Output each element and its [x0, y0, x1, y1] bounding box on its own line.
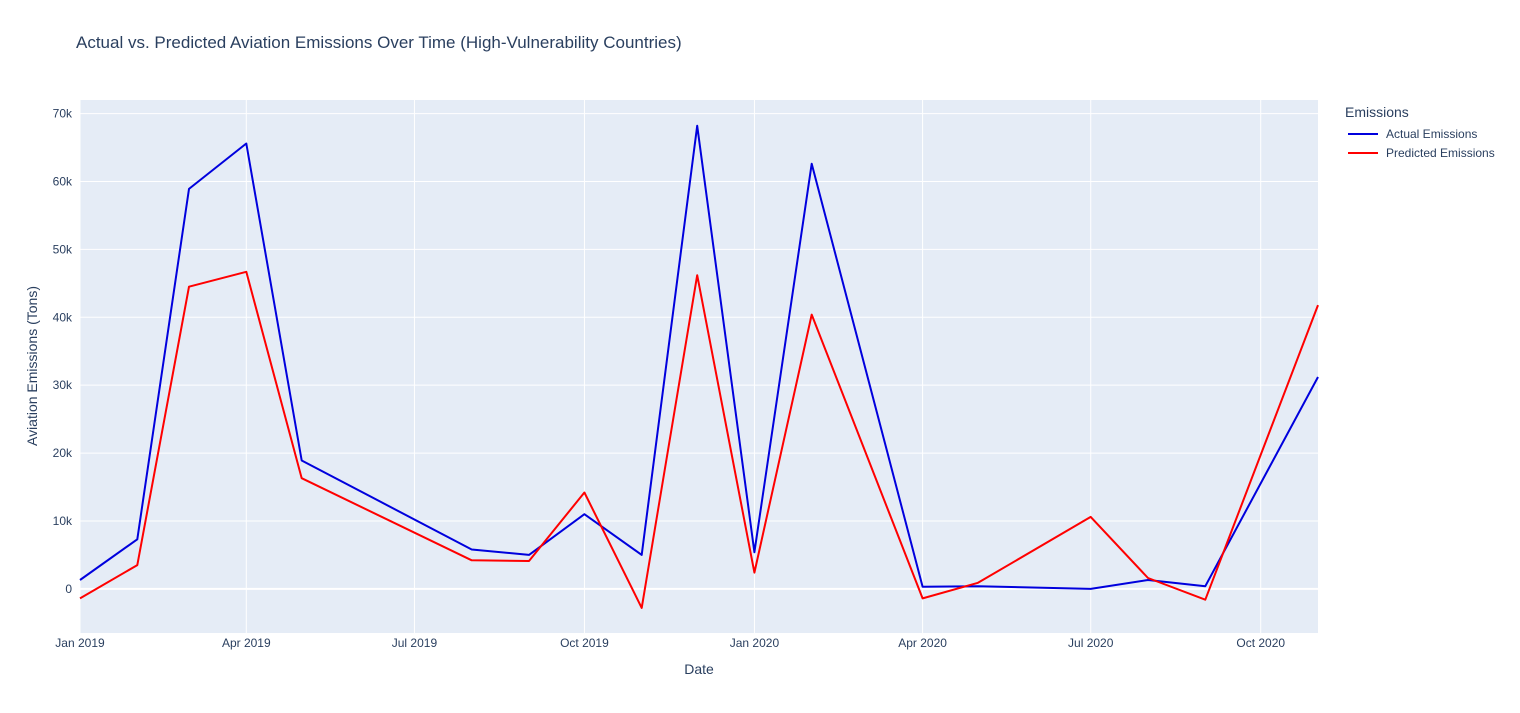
x-tick-label: Apr 2019: [222, 636, 271, 650]
y-tick-label: 50k: [53, 242, 73, 256]
legend-label-actual: Actual Emissions: [1386, 126, 1478, 141]
x-tick-label: Jul 2019: [392, 636, 438, 650]
y-tick-label: 30k: [53, 378, 73, 392]
legend: Emissions Actual Emissions Predicted Emi…: [1345, 104, 1495, 162]
x-tick-label: Oct 2020: [1236, 636, 1285, 650]
y-tick-label: 70k: [53, 107, 73, 121]
y-tick-label: 60k: [53, 174, 73, 188]
x-axis-title: Date: [684, 661, 714, 677]
x-tick-label: Oct 2019: [560, 636, 609, 650]
y-axis-title: Aviation Emissions (Tons): [24, 286, 40, 446]
gridlines: [79, 100, 1318, 633]
series-line-actual[interactable]: [79, 124, 1319, 590]
legend-item-predicted[interactable]: Predicted Emissions: [1345, 143, 1495, 162]
plot-area: [80, 100, 1318, 633]
y-tick-label: 40k: [53, 310, 73, 324]
y-tick-label: 20k: [53, 446, 73, 460]
legend-swatch-predicted: [1348, 151, 1378, 154]
x-tick-label: Jan 2019: [55, 636, 105, 650]
legend-title: Emissions: [1345, 104, 1409, 120]
series-lines: [79, 124, 1319, 609]
x-tick-label: Apr 2020: [898, 636, 947, 650]
legend-item-actual[interactable]: Actual Emissions: [1345, 124, 1495, 143]
chart-title: Actual vs. Predicted Aviation Emissions …: [76, 33, 682, 52]
x-axis-ticks: Jan 2019 Apr 2019 Jul 2019 Oct 2019 Jan 2020…: [55, 636, 1285, 650]
legend-label-predicted: Predicted Emissions: [1386, 145, 1495, 160]
y-tick-label: 0: [65, 582, 72, 596]
y-tick-label: 10k: [53, 514, 73, 528]
legend-swatch-actual: [1348, 132, 1378, 135]
x-tick-label: Jan 2020: [730, 636, 780, 650]
x-tick-label: Jul 2020: [1068, 636, 1114, 650]
y-axis-ticks: 0 10k 20k 30k 40k 50k 60k 70k: [53, 107, 73, 596]
series-line-predicted[interactable]: [79, 270, 1319, 609]
